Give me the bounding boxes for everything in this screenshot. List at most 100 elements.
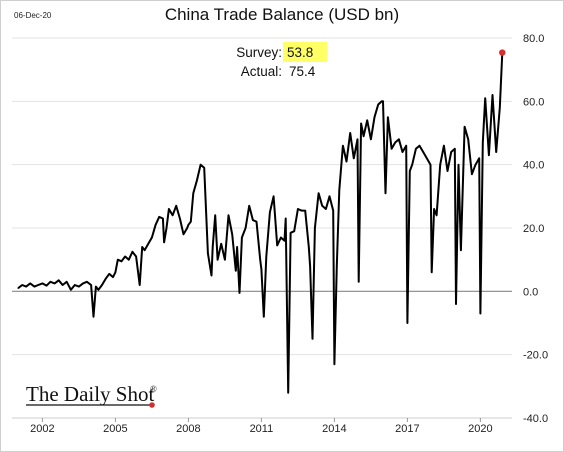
data-point <box>283 240 286 242</box>
data-point <box>112 276 114 278</box>
data-point <box>411 164 413 166</box>
survey-label: Survey: <box>236 45 282 60</box>
brand-logo: The Daily Shot ® <box>26 382 157 408</box>
data-point <box>336 265 338 267</box>
y-axis-ticks: -40.0 -20.0 0.0 20.0 40.0 60.0 80.0 <box>523 33 548 425</box>
data-point <box>464 126 466 128</box>
data-point <box>101 284 103 286</box>
data-point <box>82 282 84 284</box>
data-point <box>418 145 421 147</box>
data-point <box>214 214 216 216</box>
data-point <box>431 271 433 273</box>
data-point <box>236 246 238 248</box>
data-point <box>276 244 278 246</box>
data-point <box>285 217 287 220</box>
data-point <box>252 219 254 221</box>
data-point <box>120 260 123 262</box>
data-point <box>186 227 188 229</box>
data-point <box>141 246 143 248</box>
data-point <box>405 145 407 147</box>
data-point <box>382 100 384 102</box>
data-point <box>433 208 435 210</box>
y-tick-label: 40.0 <box>523 160 544 172</box>
data-point <box>175 205 177 207</box>
data-point <box>86 281 88 283</box>
latest-value-marker <box>499 49 506 56</box>
data-point <box>363 135 365 137</box>
data-point <box>439 164 441 166</box>
data-point <box>297 208 299 210</box>
data-point <box>495 151 497 153</box>
data-point <box>172 214 174 216</box>
data-point <box>124 255 126 258</box>
data-point <box>360 122 362 125</box>
data-point <box>394 141 396 144</box>
data-point <box>259 259 261 261</box>
data-point <box>273 195 275 197</box>
data-point <box>248 205 250 207</box>
data-point <box>238 292 241 294</box>
data-point <box>499 107 501 109</box>
data-point <box>33 286 36 288</box>
data-point <box>263 316 265 318</box>
data-point <box>210 274 213 277</box>
data-point <box>318 192 320 194</box>
data-point <box>212 246 214 248</box>
data-point <box>332 210 334 212</box>
data-point <box>217 259 219 261</box>
data-point <box>66 281 68 283</box>
data-point <box>349 132 351 134</box>
data-point <box>78 286 80 288</box>
data-point <box>455 303 457 305</box>
data-points <box>17 52 503 394</box>
data-point <box>29 282 31 284</box>
data-point <box>474 164 477 166</box>
data-point <box>370 138 372 140</box>
data-point <box>235 270 237 272</box>
data-point <box>345 160 348 163</box>
x-tick-label: 2020 <box>468 423 492 435</box>
data-point <box>17 287 19 289</box>
data-point <box>168 208 170 210</box>
data-point <box>192 192 194 194</box>
data-point <box>280 236 282 239</box>
data-point <box>231 233 233 235</box>
survey-actual-annotation: Survey: 53.8 Actual: 75.4 <box>236 42 327 79</box>
data-point <box>384 192 387 194</box>
data-point <box>491 94 494 96</box>
data-point <box>70 289 72 291</box>
data-point <box>287 392 289 394</box>
data-point <box>328 195 331 197</box>
data-point <box>158 216 160 218</box>
data-point <box>356 138 359 140</box>
data-point <box>300 210 303 212</box>
data-point <box>467 138 469 140</box>
data-point <box>179 217 181 220</box>
data-point <box>151 236 153 239</box>
data-point <box>203 167 205 169</box>
y-tick-label: 80.0 <box>523 33 544 45</box>
data-point <box>117 259 119 261</box>
x-tick-label: 2011 <box>250 423 274 435</box>
data-point <box>54 282 56 284</box>
y-tick-label: -20.0 <box>523 350 548 362</box>
data-point <box>415 148 417 150</box>
x-tick-label: 2008 <box>176 423 200 435</box>
data-point <box>105 278 107 280</box>
data-point <box>62 284 64 286</box>
data-point <box>304 210 306 212</box>
data-point <box>58 279 60 281</box>
data-point <box>25 286 27 288</box>
data-point <box>260 268 262 270</box>
data-point <box>41 282 44 284</box>
data-point <box>457 164 460 166</box>
data-point <box>342 145 344 147</box>
data-point <box>422 151 424 153</box>
data-point <box>220 243 222 245</box>
data-point <box>269 211 271 213</box>
data-point <box>293 230 295 232</box>
data-point <box>387 116 389 118</box>
data-point <box>478 157 480 159</box>
data-point <box>450 151 452 153</box>
data-point <box>391 148 393 150</box>
